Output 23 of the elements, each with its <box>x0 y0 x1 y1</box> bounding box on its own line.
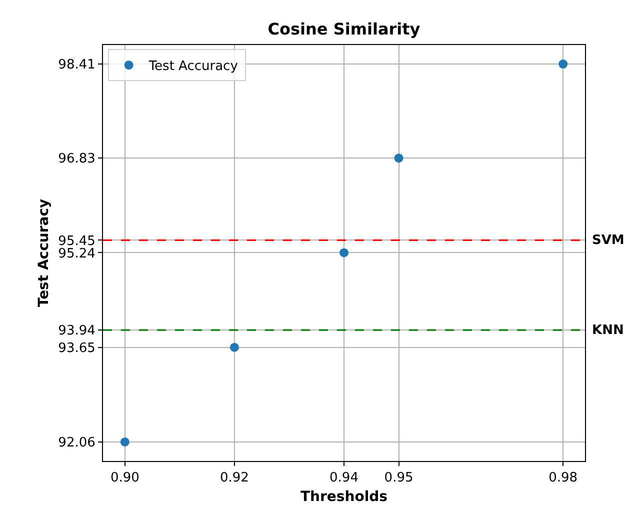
chart-title: Cosine Similarity <box>268 19 421 38</box>
point <box>120 437 130 446</box>
point <box>230 342 239 352</box>
x-tick-label: 0.95 <box>384 470 414 486</box>
y-tick-label: 93.65 <box>58 340 96 356</box>
point <box>340 248 348 258</box>
ref-line-label: KNN <box>592 323 624 338</box>
legend-label: Test Accuracy <box>148 59 238 74</box>
x-tick-label: 0.94 <box>330 470 358 486</box>
y-axis-title: Test Accuracy <box>36 198 52 308</box>
x-axis-title: Thresholds <box>300 488 388 505</box>
y-tick-label: 93.94 <box>58 324 96 339</box>
y-tick-label: 98.41 <box>58 58 96 73</box>
x-tick-label: 0.90 <box>110 470 140 486</box>
y-tick-label: 92.06 <box>58 436 96 451</box>
x-tick-label: 0.92 <box>220 470 249 486</box>
point <box>558 60 568 69</box>
y-tick-label: 96.83 <box>58 152 96 167</box>
point <box>394 154 404 163</box>
y-tick-label: 95.45 <box>58 234 96 249</box>
x-tick-label: 0.98 <box>548 470 578 486</box>
y-tick-label: 95.24 <box>58 246 96 262</box>
ref-line-label: SVM <box>592 233 624 248</box>
